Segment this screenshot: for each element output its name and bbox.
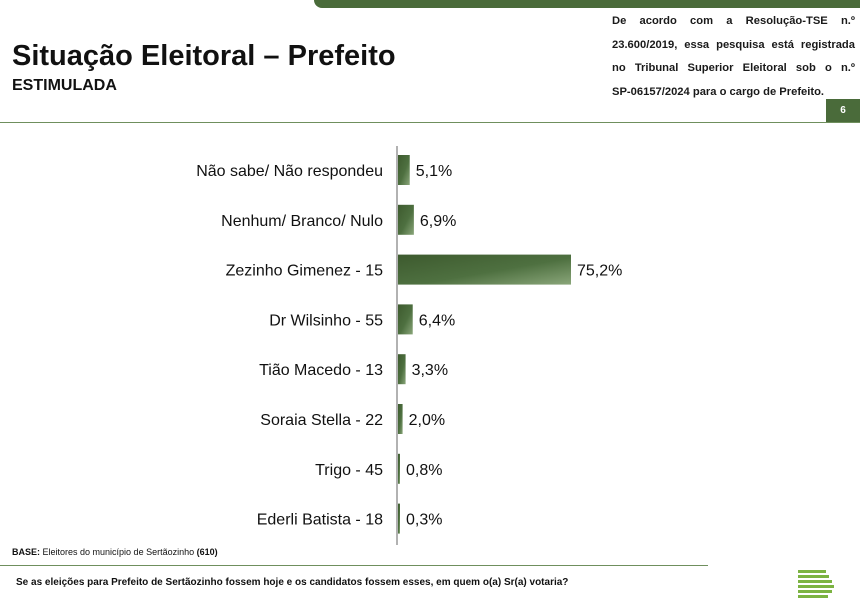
registration-line: De acordo com a Resolução-TSE n.º: [612, 15, 855, 27]
bar: [398, 354, 406, 385]
bar: [398, 404, 403, 434]
base-note: BASE: Eleitores do município de Sertãozi…: [12, 547, 218, 557]
bar: [398, 204, 414, 235]
institute-logo: [798, 570, 834, 600]
header-divider: [0, 122, 860, 123]
category-label: Ederli Batista - 18: [257, 512, 383, 529]
category-label: Nenhum/ Branco/ Nulo: [221, 213, 383, 230]
category-label: Dr Wilsinho - 55: [269, 312, 383, 329]
survey-question: Se as eleições para Prefeito de Sertãozi…: [16, 577, 569, 588]
value-label: 0,8%: [406, 462, 442, 479]
registration-line: SP-06157/2024 para o cargo de Prefeito.: [612, 85, 825, 98]
page-subtitle: ESTIMULADA: [12, 77, 117, 94]
category-label: Trigo - 45: [315, 462, 383, 479]
bar: [398, 254, 571, 285]
registration-notice: De acordo com a Resolução-TSE n.º 23.600…: [612, 10, 855, 104]
registration-line: 23.600/2019, essa pesquisa está registra…: [612, 38, 855, 51]
registration-line: no Tribunal Superior Eleitoral sob o n.º: [612, 62, 855, 74]
bar: [398, 503, 400, 534]
value-label: 6,9%: [420, 213, 456, 230]
value-label: 3,3%: [412, 362, 448, 379]
category-label: Não sabe/ Não respondeu: [196, 163, 383, 180]
bar: [398, 453, 400, 484]
value-label: 6,4%: [419, 312, 455, 329]
value-label: 5,1%: [416, 163, 452, 180]
base-text: Eleitores do município de Sertãozinho: [40, 547, 197, 557]
page-number-badge: 6: [826, 99, 860, 122]
value-label: 2,0%: [409, 412, 445, 429]
bar: [398, 155, 410, 185]
category-label: Zezinho Gimenez - 15: [226, 263, 384, 280]
base-count: (610): [196, 547, 218, 557]
value-label: 75,2%: [577, 263, 622, 280]
category-label: Soraia Stella - 22: [260, 412, 383, 429]
top-accent-bar: [314, 0, 860, 8]
page-title: Situação Eleitoral – Prefeito: [12, 40, 396, 72]
value-label: 0,3%: [406, 512, 442, 529]
category-label: Tião Macedo - 13: [259, 362, 383, 379]
footer-divider: [0, 565, 708, 566]
bar: [398, 304, 413, 335]
base-label: BASE:: [12, 547, 41, 557]
